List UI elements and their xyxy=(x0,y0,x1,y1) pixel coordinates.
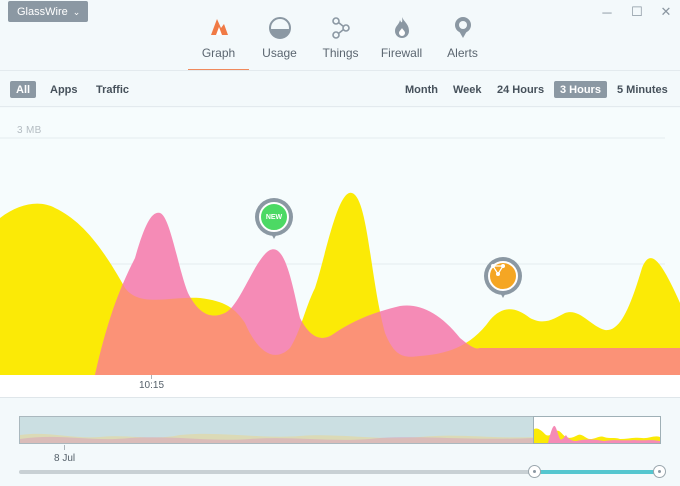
app-name: GlassWire xyxy=(17,5,68,18)
tab-alerts-label: Alerts xyxy=(447,46,478,60)
timeline-slider-range xyxy=(535,470,659,474)
alerts-icon xyxy=(454,17,471,38)
tab-things[interactable]: Things xyxy=(310,16,371,70)
app-menu-button[interactable]: GlassWire ⌄ xyxy=(8,1,88,22)
timeline-slider-track[interactable] xyxy=(19,470,661,474)
time-tick-label: 10:15 xyxy=(139,380,165,391)
tab-usage[interactable]: Usage xyxy=(249,16,310,70)
range-24-hours[interactable]: 24 Hours xyxy=(497,83,545,96)
title-bar: GlassWire ⌄ ─ ☐ ✕ Graph Usage Things Fir… xyxy=(0,0,680,71)
chevron-down-icon: ⌄ xyxy=(72,6,81,17)
range-week[interactable]: Week xyxy=(453,83,482,96)
filter-apps[interactable]: Apps xyxy=(50,83,78,96)
tab-graph[interactable]: Graph xyxy=(188,16,249,71)
traffic-graph[interactable]: 3 MB NEW xyxy=(0,108,680,375)
tab-graph-label: Graph xyxy=(201,46,236,60)
graph-icon xyxy=(210,19,228,35)
overview-sparkline xyxy=(20,433,534,443)
tab-usage-label: Usage xyxy=(262,46,297,60)
minimize-button[interactable]: ─ xyxy=(602,4,612,20)
overview-selection-window[interactable] xyxy=(533,416,661,444)
new-app-alert-marker[interactable]: NEW xyxy=(255,198,293,246)
time-axis: 10:15 xyxy=(0,375,680,398)
new-badge-label: NEW xyxy=(259,202,289,232)
usage-icon xyxy=(268,17,291,39)
overview-tick xyxy=(64,445,65,450)
main-nav: Graph Usage Things Firewall Alerts xyxy=(188,16,493,71)
traffic-graph-canvas xyxy=(0,137,680,375)
y-axis-max-label: 3 MB xyxy=(17,125,42,136)
tab-things-label: Things xyxy=(322,46,359,60)
filter-traffic[interactable]: Traffic xyxy=(96,83,130,96)
network-alert-marker[interactable] xyxy=(484,257,522,305)
maximize-button[interactable]: ☐ xyxy=(631,4,643,19)
overview-date-label: 8 Jul xyxy=(54,453,76,464)
tab-alerts[interactable]: Alerts xyxy=(432,16,493,70)
filter-all[interactable]: All xyxy=(10,81,37,98)
range-3-hours[interactable]: 3 Hours xyxy=(554,81,607,98)
timeline-overview: 8 Jul xyxy=(0,399,680,486)
network-node-icon xyxy=(488,261,518,291)
overview-selection-sparkline xyxy=(534,425,660,443)
timeline-start-handle[interactable] xyxy=(528,465,541,478)
time-tick xyxy=(151,375,152,379)
range-5-minutes[interactable]: 5 Minutes xyxy=(617,83,668,96)
timeline-end-handle[interactable] xyxy=(653,465,666,478)
tab-firewall-label: Firewall xyxy=(380,46,423,60)
close-button[interactable]: ✕ xyxy=(660,4,672,19)
range-month[interactable]: Month xyxy=(405,83,438,96)
filter-bar: All Apps Traffic Month Week 24 Hours 3 H… xyxy=(0,70,680,107)
tab-firewall[interactable]: Firewall xyxy=(371,16,432,70)
things-icon xyxy=(331,17,350,39)
firewall-icon xyxy=(394,17,409,38)
